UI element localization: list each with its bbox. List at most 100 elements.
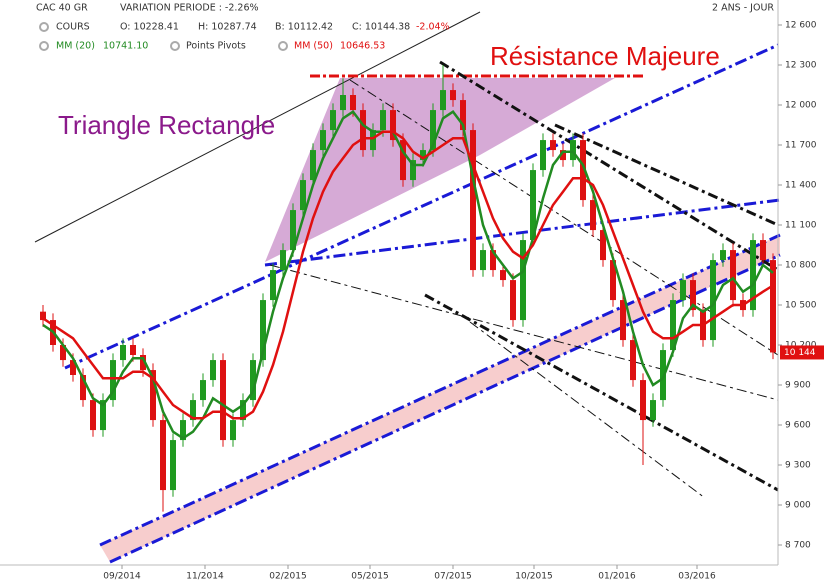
candle-body <box>730 250 736 301</box>
candle-body <box>320 130 326 151</box>
candle-body <box>670 300 676 351</box>
channel-line <box>99 233 781 547</box>
candle-body <box>770 260 776 353</box>
y-tick-label: 9 000 <box>785 501 811 511</box>
candle-body <box>120 345 126 361</box>
title: CAC 40 GR <box>36 3 88 14</box>
candle-body <box>400 140 406 181</box>
price-label: COURS <box>56 22 90 33</box>
gear-icon[interactable] <box>39 22 49 32</box>
down-channel <box>469 321 706 499</box>
drawings <box>34 11 781 564</box>
candle-body <box>90 400 96 431</box>
y-tick-label: 11 700 <box>785 141 817 151</box>
candle-body <box>250 360 256 401</box>
candle-body <box>290 210 296 251</box>
channel-line <box>264 198 781 267</box>
candle-body <box>80 375 86 401</box>
candle-body <box>230 420 236 441</box>
legend-ma50: MM (50) <box>294 41 333 52</box>
open-label: O: 10228.41 <box>120 22 179 33</box>
candle-body <box>310 150 316 181</box>
candle-body <box>520 240 526 321</box>
gear-icon[interactable] <box>170 41 180 51</box>
change-label: -2.04% <box>416 22 450 33</box>
annotation: Triangle Rectangle <box>58 110 275 140</box>
candle-body <box>330 110 336 131</box>
annotation: Résistance Majeure <box>490 41 720 71</box>
candle-body <box>690 280 696 311</box>
close-label: C: 10144.38 <box>352 22 410 33</box>
candle-body <box>70 360 76 375</box>
pivots-label: Points Pivots <box>186 41 246 52</box>
x-tick-label: 10/2015 <box>515 572 552 582</box>
x-tick-label: 05/2015 <box>351 572 388 582</box>
moving-average <box>42 130 774 420</box>
candle-body <box>40 311 46 321</box>
marks <box>40 65 776 512</box>
period: 2 ANS - JOUR <box>712 3 774 14</box>
candle-body <box>440 90 446 111</box>
candle-body <box>650 400 656 421</box>
candle-body <box>360 110 366 151</box>
last-price-label: 10 144 <box>784 348 816 358</box>
gear-icon[interactable] <box>39 41 49 51</box>
candle-body <box>750 240 756 311</box>
candle-body <box>580 140 586 201</box>
y-tick-label: 9 900 <box>785 381 811 391</box>
candle-body <box>220 360 226 441</box>
candle-body <box>170 440 176 491</box>
candle-body <box>100 400 106 431</box>
candle-body <box>420 150 426 161</box>
candle-body <box>500 270 506 281</box>
subtitle: VARIATION PERIODE : -2.26% <box>120 3 259 14</box>
x-tick-label: 02/2015 <box>269 572 306 582</box>
candle-body <box>640 380 646 421</box>
y-tick-label: 12 600 <box>785 21 817 31</box>
candle-body <box>620 300 626 341</box>
high-label: H: 10287.74 <box>198 22 257 33</box>
candle-body <box>460 100 466 131</box>
candle-body <box>760 240 766 261</box>
triangle-area <box>265 78 615 262</box>
candle-body <box>180 420 186 441</box>
candle-body <box>570 140 576 161</box>
y-tick-label: 9 600 <box>785 421 811 431</box>
candle-body <box>300 180 306 211</box>
candle-body <box>410 160 416 181</box>
candle-body <box>280 250 286 271</box>
moving-average <box>42 110 774 440</box>
down-channel <box>269 264 779 401</box>
candle-body <box>430 110 436 151</box>
candle-body <box>600 230 606 261</box>
y-tick-label: 12 300 <box>785 61 817 71</box>
support-band <box>100 235 780 562</box>
candle-body <box>200 380 206 401</box>
legend-ma20-value: 10741.10 <box>103 41 148 52</box>
candle-body <box>350 95 356 111</box>
candle-body <box>270 270 276 301</box>
y-tick-label: 10 800 <box>785 261 817 271</box>
down-channel <box>554 123 779 227</box>
candle-body <box>150 370 156 421</box>
candle-body <box>480 250 486 271</box>
y-tick-label: 11 400 <box>785 181 817 191</box>
candle-body <box>190 400 196 421</box>
candle-body <box>110 360 116 401</box>
candle-body <box>60 345 66 361</box>
gear-icon[interactable] <box>278 41 288 51</box>
trend-line <box>34 11 481 243</box>
down-channel <box>424 293 779 492</box>
y-tick-label: 8 700 <box>785 541 811 551</box>
candle-body <box>130 345 136 355</box>
candle-body <box>470 130 476 271</box>
candle-body <box>140 355 146 371</box>
candle-body <box>590 200 596 231</box>
x-tick-label: 03/2016 <box>678 572 716 582</box>
candle-body <box>610 260 616 301</box>
y-tick-label: 10 500 <box>785 301 817 311</box>
y-tick-label: 9 300 <box>785 461 811 471</box>
candle-body <box>260 300 266 361</box>
candle-body <box>380 110 386 131</box>
